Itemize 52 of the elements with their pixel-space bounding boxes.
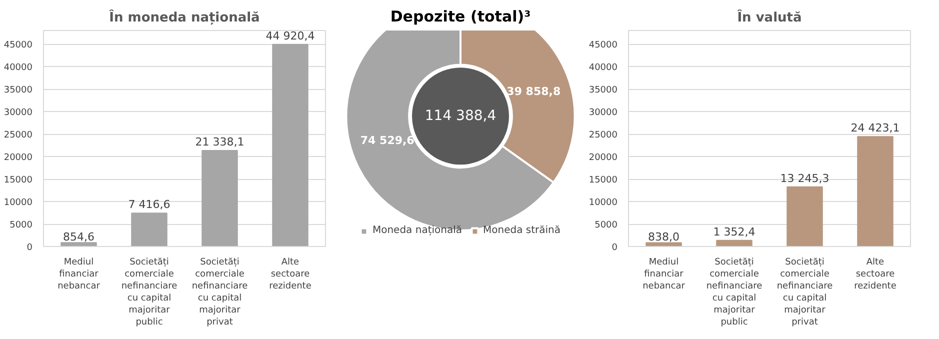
data-label: 21 338,1 [195,135,244,148]
y-tick-label: 25000 [588,130,618,140]
y-tick-label: 40000 [588,63,618,73]
chart-title: În moneda națională [109,8,260,26]
data-label: 44 920,4 [266,29,315,42]
y-tick-label: 40000 [4,63,33,73]
y-tick-label: 35000 [588,86,618,96]
y-tick-label: 15000 [588,176,618,186]
y-tick-label: 10000 [588,198,618,208]
chart-title: În valută [737,8,802,26]
data-label: 7 416,6 [128,198,170,212]
y-tick-label: 20000 [4,153,33,163]
data-label: 1 352,4 [713,225,756,238]
x-tick-label: Societăți comerciale nefinanciare cu capital majoritar privat [192,258,248,328]
text: 114 388,4 [424,108,496,124]
x-tick-label: Alte sectoare rezidente [854,258,897,292]
y-tick-label: 5000 [594,220,618,230]
x-tick-label: Societăți comerciale nefinanciare cu capital majoritar privat [776,258,834,328]
y-tick-label: 15000 [4,176,33,186]
y-tick-label: 45000 [4,40,33,50]
y-tick-label: 0 [26,243,33,253]
data-label: 854,6 [63,230,95,244]
x-tick-label: Societăți comerciale nefinanciare cu capital majoritar public [706,258,763,328]
x-tick-label: Mediul financiar nebancar [58,258,100,292]
data-label: 24 423,1 [850,122,900,135]
bar [131,212,168,246]
bar [646,242,682,246]
bar [857,136,894,246]
y-tick-label: 0 [612,243,618,253]
y-tick-label: 5000 [10,220,33,230]
legend-label: Moneda străină [483,225,561,236]
data-label: 74 529,6 [360,134,415,148]
x-tick-label: Mediul financiar nebancar [642,258,686,292]
bar [716,240,752,246]
y-tick-label: 20000 [588,153,618,163]
x-tick-label: Alte sectoare rezidente [269,258,312,292]
bar [786,186,823,246]
y-tick-label: 25000 [4,130,33,140]
bar [60,242,97,246]
y-tick-label: 10000 [4,198,33,208]
bar [202,150,238,246]
bar [272,44,308,246]
y-tick-label: 45000 [588,40,618,50]
legend-label: Moneda națională [372,225,462,236]
chart-title: Depozite (total)³ [390,8,531,26]
data-label: 838,0 [648,230,680,244]
data-label: 39 858,8 [506,85,561,98]
y-tick-label: 30000 [4,108,33,118]
y-tick-label: 35000 [4,86,33,96]
data-label: 13 245,3 [780,172,830,185]
y-tick-label: 30000 [588,108,618,118]
x-tick-label: Societăți comerciale nefinanciare cu capital majoritar public [121,258,178,328]
